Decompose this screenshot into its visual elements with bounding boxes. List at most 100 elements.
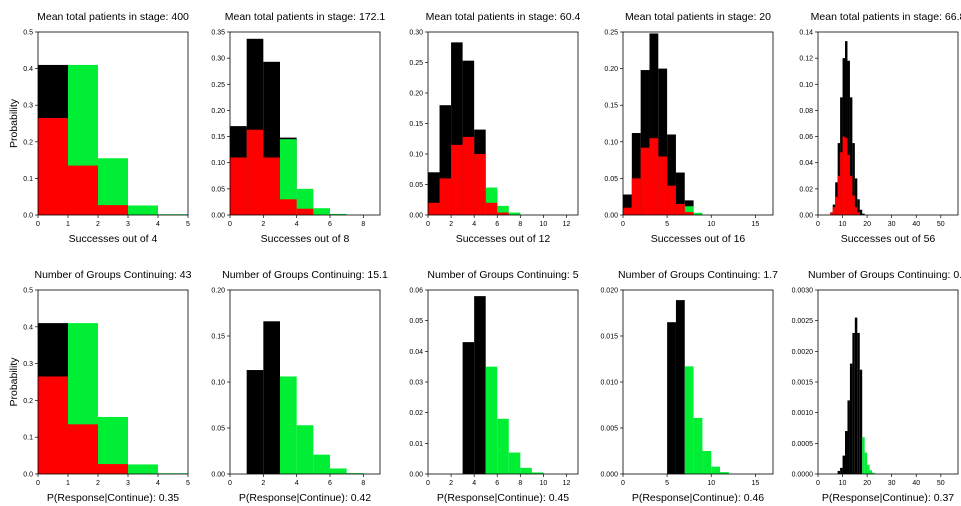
panel-3: 0 2 4 6 8 10 12 0.00 0.05 0.10 0.15 0.20 0.25 0.30Mea… <box>409 11 580 245</box>
y-tick-label: 0.10 <box>799 82 813 89</box>
bar-red <box>462 136 475 215</box>
panel-7: 0 2 4 6 8 0.00 0.05 0.10 0.15 0.20 Number of Group… <box>211 269 388 504</box>
x-tick-label: 4 <box>295 480 299 487</box>
bar-red <box>667 185 676 215</box>
bar-green <box>508 452 521 474</box>
x-tick-label: 40 <box>912 480 920 487</box>
x-tick-label: 12 <box>563 221 571 228</box>
bar-red <box>684 212 694 215</box>
x-tick-label: 4 <box>156 480 160 487</box>
bar-black <box>462 342 475 474</box>
bar-green <box>497 205 509 215</box>
plot-frame <box>37 289 189 475</box>
x-tick-label: 8 <box>361 480 365 487</box>
x-tick-label: 4 <box>295 221 299 228</box>
bar-black <box>667 134 676 215</box>
x-tick-label: 0 <box>36 221 40 228</box>
plot-frame <box>229 31 381 216</box>
bar-black <box>849 97 853 215</box>
y-tick-label: 0.0 <box>23 472 33 479</box>
bar-black <box>845 431 848 474</box>
plot-frame <box>817 31 959 216</box>
y-tick-label: 0.0025 <box>792 318 814 325</box>
bar-red <box>840 152 843 215</box>
bar-green <box>864 452 868 474</box>
y-tick-label: 0.10 <box>409 152 423 159</box>
bar-black <box>675 172 685 215</box>
x-tick-label: 10 <box>839 221 847 228</box>
x-tick-label: 5 <box>665 221 669 228</box>
x-tick-label: 2 <box>96 221 100 228</box>
chart-title: Mean total patients in stage: 60.4 <box>426 11 581 23</box>
y-tick-label: 0.05 <box>211 426 225 433</box>
y-tick-label: 0.10 <box>211 160 225 167</box>
y-tick-label: 0.15 <box>211 334 225 341</box>
bar-black <box>859 369 863 474</box>
bar-black <box>840 467 843 474</box>
bar-black <box>649 33 659 215</box>
y-tick-label: 0.2 <box>23 398 33 405</box>
x-tick-label: 0 <box>426 480 430 487</box>
y-tick-label: 0.15 <box>604 103 618 110</box>
x-axis-label: P(Response|Continue): 0.42 <box>239 492 371 504</box>
y-tick-label: 0.015 <box>600 334 618 341</box>
y-tick-label: 0.020 <box>600 288 618 295</box>
y-tick-label: 0.00 <box>799 213 813 220</box>
y-tick-label: 0.4 <box>23 324 33 331</box>
bar-red <box>38 376 68 474</box>
bar-black <box>847 60 850 215</box>
y-axis-label: Probability <box>8 98 20 148</box>
x-tick-label: 4 <box>156 221 160 228</box>
chart-title: Number of Groups Continuing: 0.1 <box>808 269 961 281</box>
y-tick-label: 0.5 <box>23 30 33 37</box>
y-tick-label: 0.20 <box>604 66 618 73</box>
bar-black <box>854 317 858 474</box>
chart-title: Mean total patients in stage: 20 <box>625 11 771 23</box>
y-tick-label: 0.02 <box>409 410 423 417</box>
bar-green <box>346 473 364 474</box>
x-tick-label: 2 <box>449 221 453 228</box>
bar-black <box>675 300 685 474</box>
bar-green <box>872 472 875 474</box>
x-tick-label: 0 <box>816 480 820 487</box>
y-tick-label: 0.0010 <box>792 410 814 417</box>
plot-frame <box>37 31 189 216</box>
bar-black <box>847 400 850 474</box>
y-tick-label: 0.0 <box>23 213 33 220</box>
x-tick-label: 2 <box>261 221 265 228</box>
bar-black <box>852 332 855 474</box>
bar-green <box>497 418 509 474</box>
bar-red <box>830 212 833 215</box>
bar-red <box>68 424 98 474</box>
y-tick-label: 0.12 <box>799 56 813 63</box>
bar-black <box>857 199 860 215</box>
y-tick-label: 0.06 <box>799 134 813 141</box>
bar-red <box>845 137 848 215</box>
x-tick-label: 12 <box>563 480 571 487</box>
y-tick-label: 0.10 <box>604 139 618 146</box>
x-axis-label: Successes out of 8 <box>261 233 350 245</box>
bar-green <box>693 417 703 474</box>
bar-green <box>330 213 347 215</box>
bar-green <box>520 467 532 474</box>
bar-green <box>711 466 721 474</box>
bar-red <box>854 207 858 215</box>
y-tick-label: 0.01 <box>409 441 423 448</box>
x-axis-label: Successes out of 12 <box>456 233 551 245</box>
panel-2: 0 2 4 6 8 0.00 0.05 0.10 0.15 0.20 0.25 0.30 0.35Mea… <box>211 11 385 245</box>
x-tick-label: 2 <box>96 480 100 487</box>
y-tick-label: 0.0000 <box>792 472 814 479</box>
bar-black <box>854 178 858 215</box>
x-tick-label: 2 <box>261 480 265 487</box>
y-tick-label: 0.1 <box>23 435 33 442</box>
x-tick-label: 0 <box>816 221 820 228</box>
y-tick-label: 0.02 <box>799 186 813 193</box>
y-tick-label: 0.005 <box>600 426 618 433</box>
y-tick-label: 0.30 <box>409 30 423 37</box>
y-tick-label: 0.05 <box>409 182 423 189</box>
bar-green <box>313 454 330 474</box>
x-axis-label: P(Response|Continue): 0.45 <box>437 492 569 504</box>
bar-black <box>451 42 463 216</box>
y-tick-label: 0.2 <box>23 139 33 146</box>
